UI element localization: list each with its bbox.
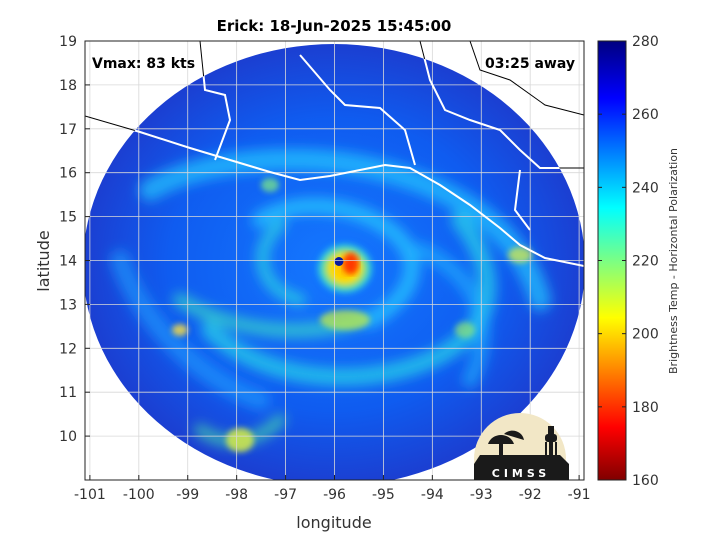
colorbar-tick-label: 220	[632, 254, 659, 270]
storm-eye	[334, 257, 344, 266]
y-axis: 10 11 12 13 14 15 16 17 18 19	[59, 34, 90, 445]
x-tick-label: -93	[470, 487, 493, 503]
cimss-logo-text: CIMSS	[492, 467, 550, 480]
colorbar-tick-label: 240	[632, 180, 659, 196]
colorbar-tick-label: 280	[632, 34, 659, 50]
x-axis-label: longitude	[296, 513, 371, 532]
y-tick-label: 12	[59, 341, 77, 357]
x-axis: -101 -100 -99 -98 -97 -96 -95 -94 -93 -92 -91	[74, 475, 591, 503]
x-tick-label: -91	[568, 487, 591, 503]
x-tick-label: -96	[323, 487, 346, 503]
x-tick-label: -94	[421, 487, 444, 503]
x-tick-label: -100	[123, 487, 155, 503]
y-axis-label: latitude	[34, 230, 53, 291]
y-tick-label: 15	[59, 210, 77, 226]
y-tick-label: 13	[59, 297, 77, 313]
colorbar-gradient	[597, 40, 627, 481]
colorbar-tick-label: 200	[632, 327, 659, 343]
coastlines	[85, 41, 584, 267]
colorbar-label: Brightness Temp - Horizontal Polarizatio…	[667, 148, 680, 374]
x-tick-label: -92	[519, 487, 542, 503]
y-tick-label: 11	[59, 385, 77, 401]
colorbar-ticks: 160 180 200 220 240 260 280	[598, 34, 659, 489]
x-tick-label: -99	[176, 487, 199, 503]
y-tick-label: 16	[59, 166, 77, 182]
colorbar-tick-label: 160	[632, 473, 659, 489]
colorbar-tick-label: 180	[632, 400, 659, 416]
y-tick-label: 14	[59, 254, 77, 270]
y-tick-label: 17	[59, 122, 77, 138]
y-tick-label: 19	[59, 34, 77, 50]
colorbar: 160 180 200 220 240 260 280 Brightness Temp - …	[597, 34, 680, 489]
colorbar-tick-label: 260	[632, 107, 659, 123]
cimss-logo: CIMSS	[474, 413, 569, 480]
y-tick-label: 18	[59, 78, 77, 94]
vmax-annotation: Vmax: 83 kts	[92, 56, 195, 72]
x-tick-label: -97	[274, 487, 297, 503]
x-tick-label: -98	[225, 487, 248, 503]
chart-title: Erick: 18-Jun-2025 15:45:00	[217, 17, 452, 35]
time-offset-annotation: 03:25 away	[485, 56, 575, 72]
x-tick-label: -101	[74, 487, 106, 503]
x-tick-label: -95	[372, 487, 395, 503]
y-tick-label: 10	[59, 429, 77, 445]
